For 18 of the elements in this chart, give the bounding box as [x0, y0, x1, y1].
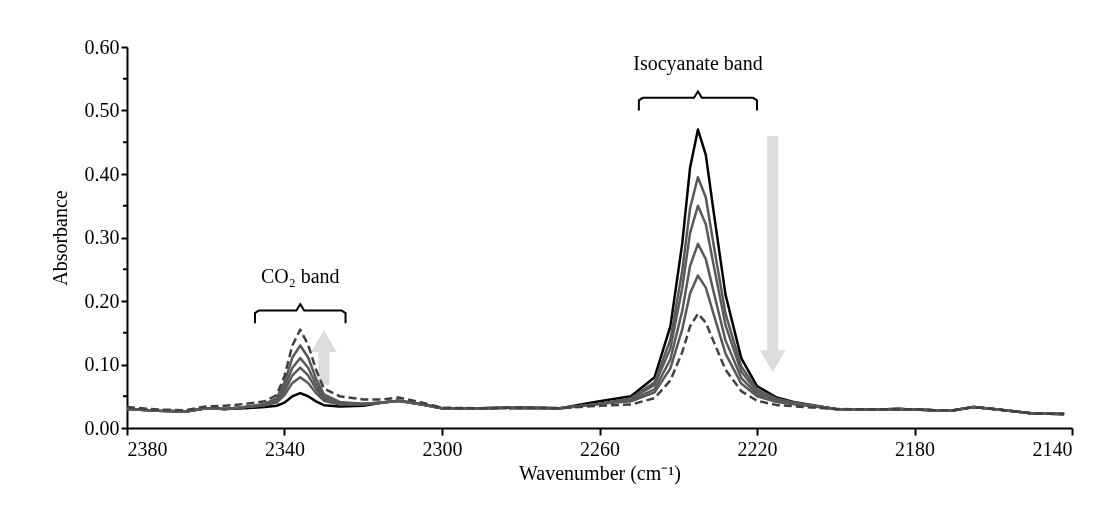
x-tick-label: 2380 [127, 437, 168, 460]
y-tick-label: 0.00 [84, 416, 120, 439]
x-tick-label: 2340 [265, 437, 305, 460]
y-tick-label: 0.20 [84, 289, 120, 312]
y-tick-label: 0.10 [84, 353, 120, 375]
y-tick-label: 0.50 [84, 99, 120, 121]
x-tick-label: 2260 [580, 437, 620, 460]
y-tick-label: 0.40 [84, 162, 120, 185]
x-tick-label: 2220 [737, 437, 778, 460]
y-axis-title: Absorbance [48, 190, 71, 286]
annotation: Isocyanate band [633, 51, 763, 75]
y-tick-label: 0.60 [84, 35, 120, 58]
x-axis-title: Wavenumber (cm⁻¹) [519, 461, 681, 485]
x-tick-label: 2300 [422, 437, 463, 460]
x-tick-label: 2180 [895, 437, 935, 460]
y-tick-label: 0.30 [84, 226, 120, 248]
annotation: CO₂ band [260, 264, 340, 287]
x-tick-label: 2140 [1032, 437, 1073, 460]
